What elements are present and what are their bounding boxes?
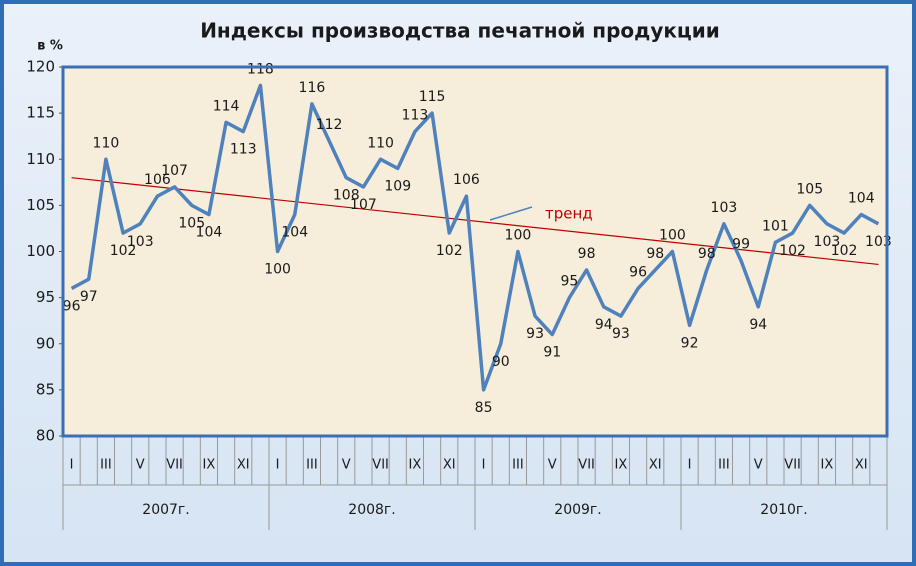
x-tick-label: XI (649, 458, 662, 473)
value-label: 105 (178, 215, 205, 231)
value-label: 96 (63, 298, 81, 314)
x-tick-label: VII (784, 458, 801, 473)
value-label: 115 (419, 89, 446, 105)
value-label: 95 (561, 274, 579, 290)
value-label: 105 (796, 181, 823, 197)
value-label: 100 (264, 262, 291, 278)
value-label: 110 (367, 135, 394, 151)
value-label: 102 (436, 243, 463, 259)
group-label: 2008г. (348, 502, 395, 518)
x-tick-label: I (276, 458, 280, 473)
value-label: 106 (453, 172, 480, 188)
x-tick-label: IX (203, 458, 216, 473)
value-label: 114 (213, 98, 240, 114)
trend-label: тренд (545, 205, 593, 223)
value-label: 118 (247, 61, 274, 77)
data-line (70, 83, 880, 392)
value-label: 96 (629, 264, 647, 280)
y-tick-label: 80 (36, 427, 55, 445)
y-tick-label: 95 (36, 288, 55, 306)
value-label: 91 (543, 345, 561, 361)
value-label: 107 (350, 197, 377, 213)
x-tick-label: VII (578, 458, 595, 473)
value-label: 85 (475, 400, 493, 416)
x-tick-label: III (100, 458, 112, 473)
value-label: 113 (230, 142, 257, 158)
value-label: 112 (316, 117, 343, 133)
x-tick-label: III (306, 458, 318, 473)
value-label: 101 (762, 218, 789, 234)
value-label: 102 (110, 243, 137, 259)
value-label: 116 (299, 80, 326, 96)
value-label: 98 (646, 246, 664, 262)
x-tick-label: V (548, 458, 557, 473)
x-tick-label: IX (409, 458, 422, 473)
value-label: 103 (814, 234, 841, 250)
trend-line (71, 177, 879, 266)
plot-border (61, 65, 889, 438)
y-tick-label: 90 (36, 334, 55, 352)
value-label: 104 (196, 225, 223, 241)
y-axis-label: в % (37, 39, 63, 54)
x-tick-label: I (482, 458, 486, 473)
group-label: 2009г. (554, 502, 601, 518)
value-label: 98 (578, 246, 596, 262)
x-tick-label: IX (615, 458, 628, 473)
x-tick-label: V (136, 458, 145, 473)
x-tick-label: XI (237, 458, 250, 473)
value-label: 93 (526, 326, 544, 342)
value-label: 93 (612, 326, 630, 342)
y-tick-label: 105 (26, 196, 55, 214)
y-tick-label: 115 (26, 104, 55, 122)
value-label: 106 (144, 172, 171, 188)
value-label: 97 (80, 289, 98, 305)
x-tick-label: IX (821, 458, 834, 473)
value-label: 90 (492, 354, 510, 370)
x-tick-label: VII (372, 458, 389, 473)
plot-area (63, 67, 887, 436)
value-label: 104 (281, 225, 308, 241)
value-label: 107 (161, 163, 188, 179)
group-label: 2007г. (142, 502, 189, 518)
value-label: 110 (93, 135, 120, 151)
value-label: 103 (865, 234, 892, 250)
value-label: 113 (402, 108, 429, 124)
value-label: 102 (779, 243, 806, 259)
x-tick-label: III (512, 458, 524, 473)
group-label: 2010г. (760, 502, 807, 518)
value-label: 98 (698, 246, 716, 262)
value-label: 99 (732, 237, 750, 253)
value-label: 109 (384, 178, 411, 194)
y-tick-label: 100 (26, 242, 55, 260)
x-tick-label: V (342, 458, 351, 473)
value-label: 103 (711, 200, 738, 216)
value-label: 94 (595, 317, 613, 333)
value-label: 108 (333, 188, 360, 204)
x-tick-label: XI (443, 458, 456, 473)
value-label: 104 (848, 191, 875, 207)
x-tick-label: I (70, 458, 74, 473)
value-label: 102 (831, 243, 858, 259)
x-tick-label: I (688, 458, 692, 473)
x-tick-label: V (754, 458, 763, 473)
x-tick-label: III (718, 458, 730, 473)
chart-title: Индексы производства печатной продукции (200, 19, 720, 43)
annotation-arrow (489, 206, 533, 221)
x-tick-label: XI (855, 458, 868, 473)
value-label: 103 (127, 234, 154, 250)
value-label: 92 (681, 335, 699, 351)
y-tick-label: 110 (26, 150, 55, 168)
value-label: 94 (749, 317, 767, 333)
y-tick-label: 120 (26, 58, 55, 76)
value-label: 100 (505, 228, 532, 244)
y-tick-label: 85 (36, 380, 55, 398)
value-label: 100 (659, 228, 686, 244)
x-tick-label: VII (166, 458, 183, 473)
